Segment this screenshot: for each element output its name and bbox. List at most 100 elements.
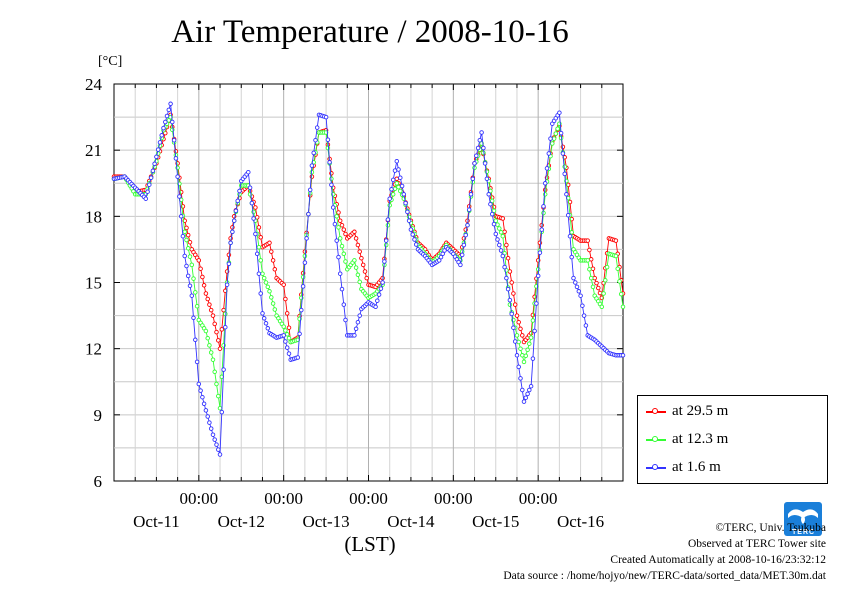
data-point [512, 339, 518, 344]
data-point [498, 248, 504, 253]
x-tick-label-time: 00:00 [434, 489, 473, 508]
x-tick-label-day: Oct-15 [472, 512, 519, 531]
data-point [207, 302, 212, 307]
data-point [353, 236, 359, 241]
data-point [343, 317, 348, 323]
data-point [336, 254, 341, 260]
data-point [159, 133, 164, 138]
data-point [618, 291, 624, 297]
data-point [578, 293, 583, 298]
data-point [228, 240, 233, 246]
data-point [337, 271, 343, 276]
data-point [184, 225, 189, 231]
data-point [217, 405, 223, 411]
data-point [528, 383, 534, 389]
data-point [208, 426, 214, 431]
data-point [272, 267, 278, 272]
data-point [341, 251, 347, 257]
data-point [304, 236, 309, 241]
data-point [491, 208, 497, 214]
data-point [539, 227, 544, 232]
y-tick-label: 12 [85, 340, 102, 359]
data-point [150, 168, 156, 174]
data-point [527, 387, 532, 393]
legend-label: at 1.6 m [672, 459, 721, 475]
data-point [177, 194, 182, 199]
data-point [178, 214, 184, 219]
data-point [217, 452, 223, 457]
data-point [509, 280, 514, 285]
data-point [329, 182, 334, 188]
data-point [396, 184, 401, 190]
data-point [597, 290, 603, 296]
data-point [394, 158, 400, 164]
y-tick-label: 9 [94, 406, 103, 425]
data-point [224, 282, 230, 287]
data-point [184, 263, 189, 269]
data-point [189, 262, 195, 268]
data-point [223, 324, 228, 330]
data-point [537, 250, 543, 255]
y-tick-label: 24 [85, 75, 103, 94]
data-point [286, 351, 292, 356]
data-point [603, 278, 608, 283]
data-point [357, 279, 362, 285]
data-point [352, 333, 357, 338]
data-point [440, 251, 445, 257]
y-axis-unit-label: [°C] [98, 54, 123, 69]
data-point [463, 232, 468, 238]
data-point [518, 376, 523, 381]
data-point [398, 188, 403, 194]
data-point [258, 235, 263, 240]
y-tick-label: 21 [85, 141, 102, 160]
x-tick-label-time: 00:00 [264, 489, 303, 508]
data-point [523, 395, 529, 400]
legend-item-12-3m: at 12.3 m [638, 431, 827, 452]
data-point [148, 175, 154, 180]
logo-text: TERC [792, 529, 816, 536]
data-point [466, 207, 472, 212]
data-point [196, 381, 202, 387]
data-point [511, 325, 516, 330]
data-point [207, 343, 212, 348]
data-point [495, 237, 500, 242]
data-point [185, 246, 191, 251]
data-point [541, 204, 546, 209]
data-point [599, 304, 605, 310]
data-point [376, 292, 382, 297]
data-point [163, 119, 168, 125]
data-point [564, 192, 569, 197]
data-point [281, 333, 286, 338]
data-point [233, 208, 239, 214]
data-point [210, 357, 216, 362]
data-point [187, 254, 193, 259]
data-point [615, 266, 620, 271]
data-point [398, 175, 403, 180]
data-point [253, 231, 258, 237]
data-point [560, 151, 566, 156]
data-point [387, 203, 392, 208]
data-point [620, 353, 626, 358]
data-point [334, 214, 339, 219]
data-point [265, 284, 271, 290]
data-point [283, 339, 288, 344]
data-point [184, 237, 189, 243]
data-point [189, 293, 195, 298]
data-point [311, 150, 316, 156]
x-tick-label-day: Oct-12 [218, 512, 265, 531]
data-point [230, 229, 235, 235]
data-point [389, 187, 394, 192]
data-point [514, 353, 520, 358]
data-point [408, 227, 414, 232]
data-point [459, 252, 465, 258]
data-point [297, 331, 302, 337]
data-point [295, 355, 301, 360]
data-point [412, 237, 417, 242]
data-point [212, 321, 217, 327]
data-point [201, 401, 207, 407]
data-point [343, 231, 348, 237]
data-point [336, 210, 341, 215]
data-point [221, 367, 226, 372]
data-point [355, 272, 361, 278]
data-point [147, 182, 152, 187]
